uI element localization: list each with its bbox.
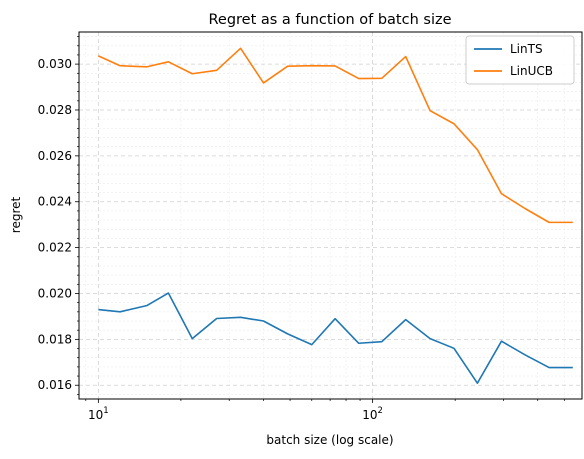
y-tick-label: 0.028 — [38, 103, 72, 117]
legend-label-lints: LinTS — [510, 42, 543, 56]
legend: LinTS LinUCB — [466, 36, 574, 84]
series-line-lints — [98, 293, 572, 383]
y-tick-label: 0.030 — [38, 57, 72, 71]
chart-title: Regret as a function of batch size — [208, 12, 451, 28]
y-axis-label: regret — [9, 196, 23, 233]
x-axis-label: batch size (log scale) — [266, 433, 393, 447]
y-tick-label: 0.026 — [38, 149, 72, 163]
y-tick-label: 0.020 — [38, 286, 72, 300]
x-tick-label: 102 — [362, 406, 383, 422]
x-tick-label: 101 — [88, 406, 109, 422]
legend-label-linucb: LinUCB — [510, 64, 553, 78]
series-layer — [98, 48, 572, 383]
y-tick-label: 0.018 — [38, 332, 72, 346]
y-tick-label: 0.022 — [38, 241, 72, 255]
y-tick-label: 0.024 — [38, 195, 72, 209]
y-tick-label: 0.016 — [38, 378, 72, 392]
